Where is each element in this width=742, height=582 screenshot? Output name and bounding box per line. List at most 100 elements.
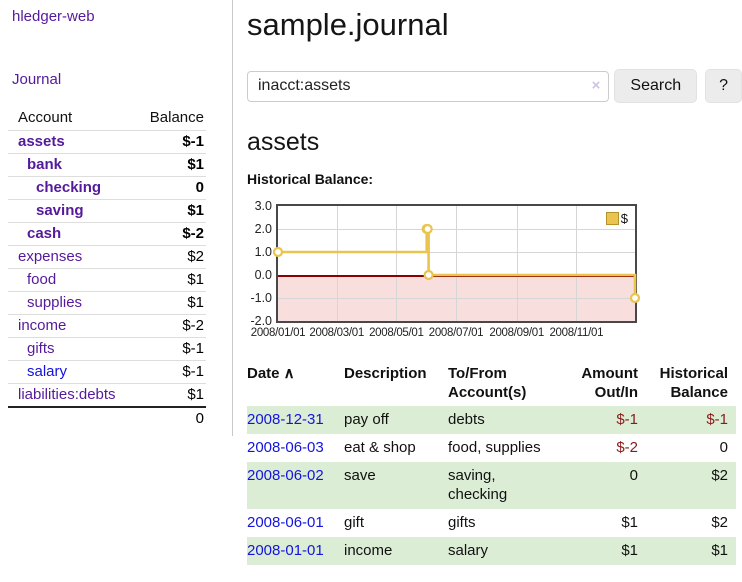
data-point-marker — [629, 292, 641, 304]
accounts-total-row: 0 — [8, 406, 206, 430]
account-balance: $-2 — [130, 314, 206, 338]
account-link-supplies[interactable]: supplies — [27, 294, 83, 311]
y-axis-tick-label: 1.0 — [254, 245, 272, 259]
gridline-horizontal — [278, 298, 635, 299]
x-axis-tick-label: 2008/05/01 — [369, 327, 424, 339]
account-balance: $-1 — [130, 130, 206, 154]
cell-balance: $-1 — [706, 411, 728, 428]
cell-accounts: salary — [448, 542, 489, 559]
account-row: expenses $2 — [8, 245, 206, 269]
y-axis-tick-label: -2.0 — [250, 314, 272, 328]
account-balance: 0 — [130, 176, 206, 200]
register-row: 2008-06-02 save saving, checking 0 $2 — [247, 462, 736, 509]
register-header-amount-out-in: Amount Out/In — [581, 365, 638, 401]
gridline-horizontal — [278, 229, 635, 230]
cell-amount: $-1 — [616, 411, 638, 428]
transaction-date-link[interactable]: 2008-06-03 — [247, 439, 324, 456]
brand-link[interactable]: hledger-web — [12, 8, 95, 25]
cell-accounts: food, supplies — [448, 439, 541, 456]
cell-accounts: saving, checking — [448, 467, 508, 503]
account-balance: $1 — [130, 153, 206, 177]
sidebar-item-journal[interactable]: Journal — [12, 71, 62, 88]
main-content: sample.journal × Search ? assets Histori… — [233, 0, 742, 565]
transaction-date-link[interactable]: 2008-06-02 — [247, 467, 324, 484]
register-row: 2008-01-01 income salary $1 $1 — [247, 537, 736, 565]
accounts-header-account: Account — [18, 109, 73, 126]
x-axis-tick-label: 2008/09/01 — [489, 327, 544, 339]
cell-description: income — [344, 542, 393, 559]
account-row: bank $1 — [8, 153, 206, 177]
account-link-cash[interactable]: cash — [27, 225, 62, 242]
cell-accounts: gifts — [448, 514, 476, 531]
cell-description: pay off — [344, 411, 389, 428]
sidebar: hledger-web Journal Account Balance asse… — [0, 0, 233, 436]
account-link-saving[interactable]: saving — [36, 202, 84, 219]
data-point-marker — [423, 269, 434, 281]
account-link-checking[interactable]: checking — [36, 179, 102, 196]
cell-date: 2008-12-31 — [247, 406, 344, 434]
gridline-vertical — [576, 206, 578, 321]
cell-amount: $1 — [621, 514, 638, 531]
account-row: gifts $-1 — [8, 337, 206, 361]
cell-amount: 0 — [629, 467, 638, 484]
search-box: × — [247, 70, 610, 102]
account-balance: $-1 — [130, 337, 206, 361]
account-balance: $1 — [130, 268, 206, 292]
account-link-liabilities-debts[interactable]: liabilities:debts — [18, 386, 116, 403]
search-button[interactable]: Search — [614, 69, 698, 103]
account-balance: $1 — [130, 199, 206, 223]
account-row: liabilities:debts $1 — [8, 383, 206, 407]
search-input[interactable] — [247, 70, 610, 102]
cell-description: gift — [344, 514, 365, 531]
accounts-total-balance: 0 — [130, 406, 206, 430]
account-balance: $-2 — [130, 222, 206, 246]
register-header-date[interactable]: Date ∧ — [247, 365, 295, 382]
register-header-description: Description — [344, 365, 427, 382]
register-row: 2008-06-03 eat & shop food, supplies $-2 0 — [247, 434, 736, 462]
sort-ascending-icon: ∧ — [279, 365, 295, 382]
accounts-header-balance: Balance — [149, 109, 204, 126]
gridline-vertical — [456, 206, 457, 321]
register-header-row: Date ∧ Description To/From Account(s) Amoun… — [247, 360, 736, 406]
account-link-gifts[interactable]: gifts — [27, 340, 55, 357]
cell-description: eat & shop — [344, 439, 416, 456]
chart-title: Historical Balance: — [247, 171, 374, 187]
account-row: supplies $1 — [8, 291, 206, 315]
y-axis-tick-label: 0.0 — [254, 268, 272, 282]
x-axis-tick-label: 2008/03/01 — [309, 327, 364, 339]
transaction-date-link[interactable]: 2008-01-01 — [247, 542, 324, 559]
transaction-date-link[interactable]: 2008-12-31 — [247, 411, 324, 428]
cell-amount: $-2 — [616, 439, 638, 456]
account-link-income[interactable]: income — [18, 317, 67, 334]
cell-amount: $1 — [621, 542, 638, 559]
x-axis-tick-label: 2008/01/01 — [250, 327, 306, 339]
account-row: food $1 — [8, 268, 206, 292]
accounts-table: Account Balance assets $-1 bank $1 checking 0… — [8, 106, 206, 430]
account-link-expenses[interactable]: expenses — [18, 248, 83, 265]
cell-balance: $1 — [711, 542, 728, 559]
cell-balance: 0 — [719, 439, 728, 456]
cell-date: 2008-06-02 — [247, 462, 344, 509]
account-balance: $1 — [130, 291, 206, 315]
historical-balance-chart: $ 2008/01/01 2008/03/01 2008/05/01 2008/07/… — [247, 199, 742, 346]
account-link-assets[interactable]: assets — [18, 133, 65, 150]
clear-search-icon[interactable]: × — [591, 76, 601, 94]
help-button[interactable]: ? — [705, 69, 742, 103]
chart-plot-area: $ — [272, 204, 641, 323]
account-row: saving $1 — [8, 199, 206, 223]
register-row: 2008-12-31 pay off debts $-1 $-1 — [247, 406, 736, 434]
transaction-date-link[interactable]: 2008-06-01 — [247, 514, 324, 531]
account-balance: $1 — [130, 383, 206, 407]
account-link-food[interactable]: food — [27, 271, 57, 288]
y-axis-tick-label: 2.0 — [254, 222, 272, 236]
account-heading: assets — [247, 128, 320, 156]
cell-date: 2008-06-01 — [247, 509, 344, 537]
account-link-salary[interactable]: salary — [27, 363, 68, 380]
account-link-bank[interactable]: bank — [27, 156, 63, 173]
accounts-header-row: Account Balance — [8, 106, 206, 131]
data-point-marker — [272, 246, 284, 258]
register-header-to-from-account-s-: To/From Account(s) — [448, 365, 527, 401]
account-row: assets $-1 — [8, 130, 206, 154]
account-row: cash $-2 — [8, 222, 206, 246]
cell-accounts: debts — [448, 411, 485, 428]
